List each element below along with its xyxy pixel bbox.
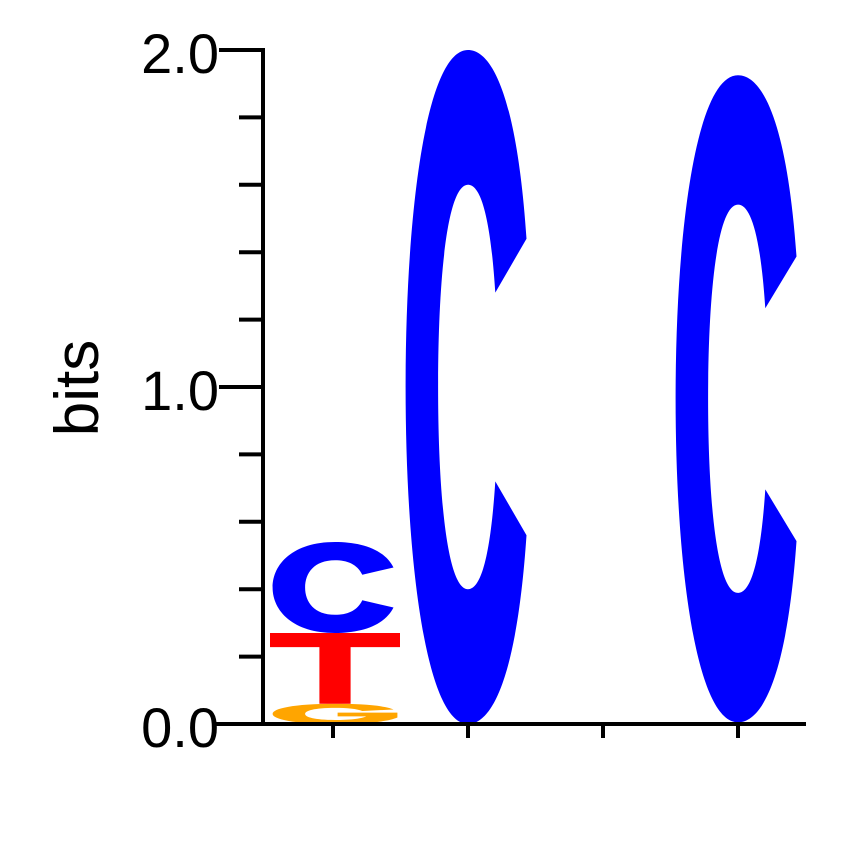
logo-letter-c xyxy=(405,50,527,724)
y-axis-label: bits xyxy=(43,340,112,436)
logo-letter-g xyxy=(272,703,398,724)
logo-letter-c xyxy=(675,75,797,723)
y-tick-label: 1.0 xyxy=(141,359,219,422)
y-tick-label: 0.0 xyxy=(141,696,219,759)
logo-letter-t xyxy=(270,633,400,704)
ticks-layer: 0.0 1.0 2.0 xyxy=(141,22,740,759)
y-tick-label: 2.0 xyxy=(141,22,219,85)
logo-letter-c xyxy=(272,542,394,634)
letters-layer xyxy=(270,50,801,724)
